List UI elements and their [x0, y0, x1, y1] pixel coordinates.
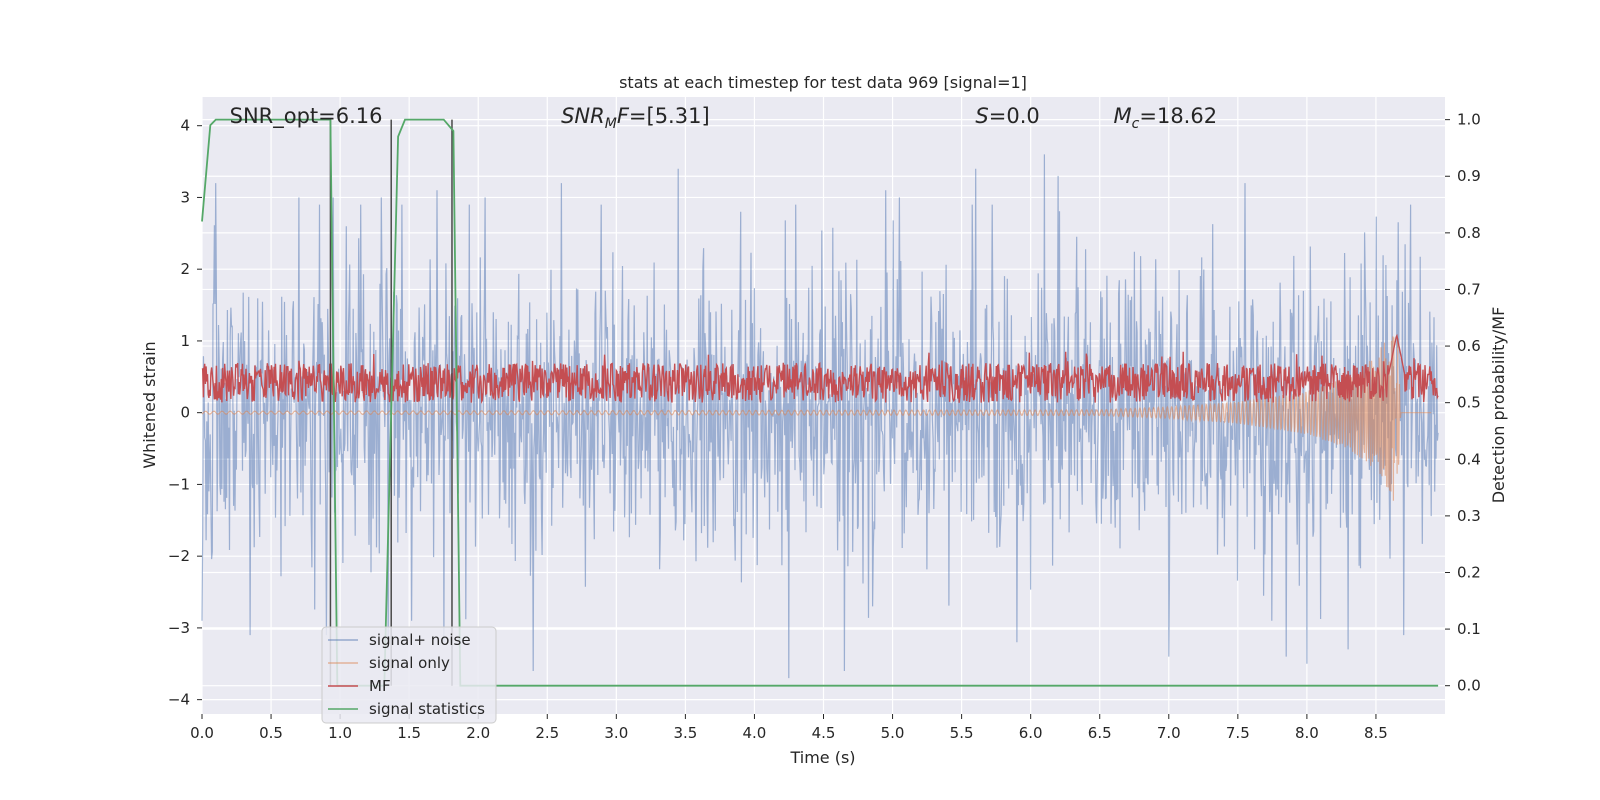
annotation-s: S=0.0 — [975, 104, 1039, 128]
x-tick-label: 3.0 — [604, 724, 628, 742]
x-tick-label: 2.5 — [535, 724, 559, 742]
x-tick-label: 0.5 — [259, 724, 283, 742]
x-tick-label: 1.0 — [328, 724, 352, 742]
y2-axis-label: Detection probability/MF — [1489, 307, 1508, 504]
legend-label-signal-noise: signal+ noise — [369, 631, 471, 649]
x-tick-label: 7.0 — [1157, 724, 1181, 742]
x-tick-label: 8.5 — [1364, 724, 1388, 742]
y2-tick-label: 0.7 — [1457, 280, 1481, 298]
y-tick-label: 1 — [180, 332, 190, 350]
y2-tick-label: 0.9 — [1457, 167, 1481, 185]
y2-tick-label: 0.3 — [1457, 507, 1481, 525]
y-tick-label: −4 — [168, 691, 190, 709]
y2-tick-label: 0.4 — [1457, 450, 1481, 468]
y2-tick-label: 0.8 — [1457, 224, 1481, 242]
x-tick-label: 6.0 — [1019, 724, 1043, 742]
y-tick-label: −2 — [168, 547, 190, 565]
x-tick-label: 3.5 — [673, 724, 697, 742]
x-tick-label: 1.5 — [397, 724, 421, 742]
y-axis-label: Whitened strain — [140, 341, 159, 468]
annotation-snr-mf: SNRMF=[5.31] — [561, 104, 710, 132]
x-tick-label: 6.5 — [1088, 724, 1112, 742]
legend-label-signal-statistics: signal statistics — [369, 700, 485, 718]
y-tick-label: 4 — [180, 117, 190, 135]
y-tick-label: 3 — [180, 188, 190, 206]
legend: signal+ noise signal only MF signal stat… — [321, 626, 497, 724]
y-tick-label: 2 — [180, 260, 190, 278]
chart-title: stats at each timestep for test data 969… — [619, 73, 1027, 92]
axes: 0.0 0.5 1.0 1.5 2.0 2.5 3.0 3.5 4.0 4.5 5.0 5.5 6.0 6… — [168, 111, 1481, 742]
x-tick-label: 5.0 — [881, 724, 905, 742]
y2-tick-label: 0.1 — [1457, 620, 1481, 638]
y-tick-label: −3 — [168, 619, 190, 637]
x-tick-label: 8.0 — [1295, 724, 1319, 742]
x-tick-label: 0.0 — [190, 724, 214, 742]
legend-box — [321, 626, 497, 724]
series-signal-only — [201, 336, 1432, 501]
y2-tick-label: 0.2 — [1457, 563, 1481, 581]
x-tick-label: 2.0 — [466, 724, 490, 742]
legend-label-mf: MF — [369, 677, 391, 695]
y-tick-label: −1 — [168, 475, 190, 493]
x-tick-label: 4.0 — [743, 724, 767, 742]
x-tick-label: 4.5 — [812, 724, 836, 742]
legend-label-signal-only: signal only — [369, 654, 450, 672]
y2-tick-label: 0.0 — [1457, 677, 1481, 695]
annotation-mc: Mc=18.62 — [1114, 104, 1218, 132]
annotations: SNR_opt=6.16 SNRMF=[5.31] S=0.0 Mc=18.62 — [230, 104, 1217, 132]
x-tick-label: 7.5 — [1226, 724, 1250, 742]
series-mf — [201, 333, 1439, 404]
y2-tick-label: 0.6 — [1457, 337, 1481, 355]
annotation-snr-opt: SNR_opt=6.16 — [230, 104, 383, 129]
grid-lines — [201, 97, 1445, 714]
y-tick-label: 0 — [180, 404, 190, 422]
y2-tick-label: 0.5 — [1457, 394, 1481, 412]
x-tick-label: 5.5 — [950, 724, 974, 742]
x-axis-label: Time (s) — [789, 748, 855, 767]
y2-tick-label: 1.0 — [1457, 111, 1481, 129]
